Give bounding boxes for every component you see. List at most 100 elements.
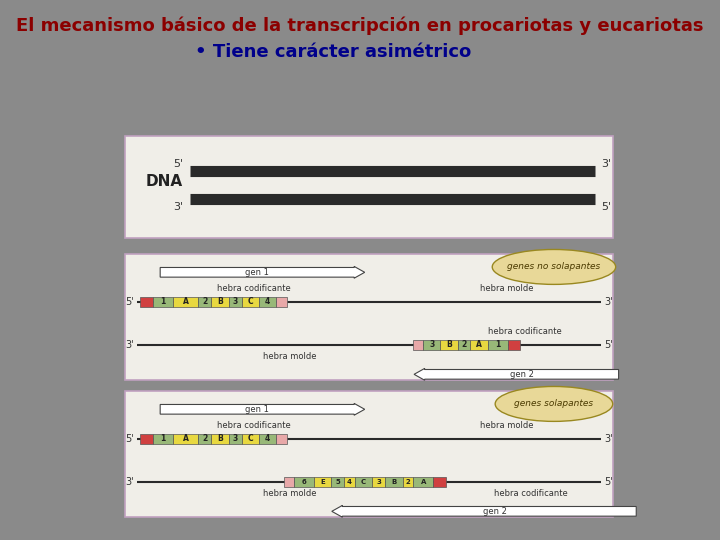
Text: hebra molde: hebra molde [480, 284, 534, 293]
Text: A: A [477, 340, 482, 349]
Bar [229, 297, 242, 307]
Text: B: B [217, 298, 223, 306]
Text: A: A [420, 479, 426, 485]
Text: El mecanismo básico de la transcripción en procariotas y eucariotas: El mecanismo básico de la transcripción … [17, 16, 703, 35]
Text: hebra molde: hebra molde [480, 421, 534, 430]
Bar [242, 434, 259, 444]
Bar [314, 477, 331, 487]
Bar [276, 434, 287, 444]
Text: A: A [182, 434, 189, 443]
Text: C: C [361, 479, 366, 485]
FancyArrow shape [160, 403, 365, 415]
Bar [259, 297, 276, 307]
FancyArrow shape [160, 266, 365, 278]
Text: gen 2: gen 2 [483, 507, 507, 516]
Text: A: A [182, 298, 189, 306]
Bar [385, 477, 403, 487]
Text: 1: 1 [495, 340, 500, 349]
Text: hebra molde: hebra molde [263, 352, 316, 361]
Ellipse shape [495, 387, 613, 421]
Text: 5': 5' [125, 434, 134, 444]
Bar [458, 340, 470, 349]
Bar [423, 340, 440, 349]
Bar [211, 297, 229, 307]
Bar [508, 340, 521, 349]
Text: B: B [446, 340, 451, 349]
Bar [153, 434, 173, 444]
FancyBboxPatch shape [125, 136, 613, 238]
Text: 3: 3 [233, 298, 238, 306]
Text: 4: 4 [265, 434, 270, 443]
Bar [199, 297, 211, 307]
Text: 3': 3' [601, 159, 611, 168]
Bar [276, 297, 287, 307]
Text: 3: 3 [233, 434, 238, 443]
Bar [294, 477, 314, 487]
Bar [173, 434, 199, 444]
Text: 3': 3' [604, 297, 613, 307]
Bar [259, 434, 276, 444]
Bar [284, 477, 294, 487]
Text: 5': 5' [604, 340, 613, 350]
Bar [355, 477, 372, 487]
Bar [199, 434, 211, 444]
Bar [173, 297, 199, 307]
Text: DNA: DNA [145, 174, 183, 189]
Bar [433, 477, 446, 487]
Text: 5: 5 [336, 479, 340, 485]
Bar [242, 297, 259, 307]
Text: 2: 2 [202, 298, 207, 306]
Text: gen 1: gen 1 [246, 405, 269, 414]
Text: 2: 2 [462, 340, 467, 349]
FancyArrow shape [414, 368, 618, 380]
Bar [140, 297, 153, 307]
Text: hebra molde: hebra molde [263, 489, 316, 498]
Bar [372, 477, 385, 487]
Text: genes no solapantes: genes no solapantes [508, 262, 600, 272]
Bar [331, 477, 344, 487]
Text: E: E [320, 479, 325, 485]
Bar [440, 340, 458, 349]
Bar [470, 340, 488, 349]
Text: gen 2: gen 2 [510, 370, 534, 379]
Text: hebra codificante: hebra codificante [487, 327, 562, 336]
Text: hebra codificante: hebra codificante [217, 421, 291, 430]
Text: 2: 2 [202, 434, 207, 443]
Text: 1: 1 [160, 434, 166, 443]
Text: 5': 5' [601, 201, 611, 212]
Text: C: C [248, 434, 253, 443]
FancyBboxPatch shape [125, 254, 613, 380]
Text: 5': 5' [125, 297, 134, 307]
Bar [413, 477, 433, 487]
FancyBboxPatch shape [125, 391, 613, 517]
Text: 3': 3' [125, 340, 134, 350]
Text: C: C [248, 298, 253, 306]
Text: gen 1: gen 1 [246, 268, 269, 277]
Text: 6: 6 [302, 479, 306, 485]
Text: 4: 4 [347, 479, 352, 485]
Ellipse shape [492, 249, 616, 285]
Text: genes solapantes: genes solapantes [514, 400, 593, 408]
Text: 3': 3' [125, 477, 134, 487]
Text: 1: 1 [160, 298, 166, 306]
Bar [140, 434, 153, 444]
Bar [403, 477, 413, 487]
Text: 2: 2 [406, 479, 410, 485]
Text: 3: 3 [377, 479, 382, 485]
Text: B: B [392, 479, 397, 485]
Text: 3': 3' [174, 201, 184, 212]
Text: 3: 3 [429, 340, 434, 349]
Bar [153, 297, 173, 307]
FancyArrow shape [332, 505, 636, 517]
Text: hebra codificante: hebra codificante [217, 284, 291, 293]
Text: 3': 3' [604, 434, 613, 444]
Text: • Tiene carácter asimétrico: • Tiene carácter asimétrico [195, 43, 472, 62]
Bar [229, 434, 242, 444]
Bar [211, 434, 229, 444]
Bar [488, 340, 508, 349]
Bar [344, 477, 355, 487]
Text: hebra codificante: hebra codificante [494, 489, 567, 498]
Bar [413, 340, 423, 349]
Text: B: B [217, 434, 223, 443]
Text: 5': 5' [174, 159, 184, 168]
